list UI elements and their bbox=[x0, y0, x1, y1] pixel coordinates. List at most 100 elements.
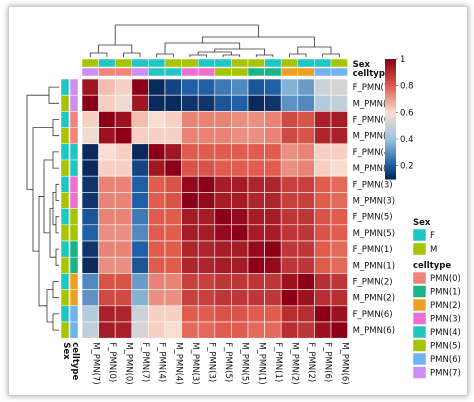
color-scale-segment bbox=[385, 171, 396, 174]
col-sex-annotation bbox=[148, 58, 166, 68]
heatmap-cell bbox=[114, 273, 133, 290]
heatmap-cell bbox=[264, 208, 282, 226]
color-scale-segment bbox=[385, 83, 396, 86]
heatmap-cell bbox=[330, 159, 348, 177]
heatmap-cell bbox=[181, 111, 199, 128]
col-sex-annotation bbox=[231, 58, 249, 68]
col-celltype-annotation bbox=[264, 67, 282, 77]
heatmap-cell bbox=[280, 224, 299, 242]
heatmap-cell bbox=[297, 240, 315, 258]
heatmap-cell bbox=[264, 224, 282, 242]
heatmap-cell bbox=[314, 143, 332, 161]
heatmap-cell bbox=[297, 94, 315, 112]
heatmap-cell bbox=[131, 321, 149, 339]
axis-labels: F_PMN(7) M_PMN(7) F_PMN(0) M_PMN(0) F_PMN(4)… bbox=[61, 60, 395, 385]
heatmap-cell bbox=[231, 159, 249, 177]
heatmap-cell bbox=[297, 208, 315, 226]
dendrogram-link bbox=[52, 151, 59, 169]
color-scale-segment bbox=[385, 151, 396, 154]
row-sex-annotation bbox=[60, 192, 70, 209]
row-label: M_PMN(5) bbox=[353, 229, 395, 239]
heatmap-cell bbox=[280, 289, 299, 307]
heatmap-cell bbox=[214, 224, 232, 242]
heatmap-cell bbox=[314, 127, 332, 145]
heatmap-cell bbox=[231, 305, 249, 323]
heatmap-cell bbox=[330, 305, 348, 323]
row-sex-annotation bbox=[60, 256, 70, 274]
row-label: F_PMN(6) bbox=[353, 310, 393, 320]
row-label: M_PMN(2) bbox=[353, 294, 395, 304]
celltype-legend-swatch bbox=[412, 312, 427, 325]
heatmap-cell bbox=[181, 224, 199, 242]
heatmap-cell bbox=[214, 273, 232, 290]
color-scale-tick-label: 0.4 bbox=[400, 135, 414, 145]
heatmap-cell bbox=[214, 256, 232, 274]
color-scale-segment bbox=[385, 81, 396, 84]
col-sex-annotation bbox=[214, 58, 232, 68]
row-label: F_PMN(5) bbox=[353, 213, 393, 223]
heatmap-cell bbox=[114, 175, 133, 193]
celltype-legend-label: PMN(6) bbox=[430, 355, 461, 365]
heatmap-cell bbox=[81, 256, 99, 274]
dendrogram-link bbox=[52, 192, 56, 226]
heatmap-cell bbox=[231, 143, 249, 161]
color-scale-segment bbox=[385, 69, 396, 72]
heatmap-cell bbox=[197, 143, 216, 161]
col-sex-annotation bbox=[197, 58, 216, 68]
heatmap-cell bbox=[214, 94, 232, 112]
heatmap-cell bbox=[148, 224, 166, 242]
heatmap-cell bbox=[98, 305, 116, 323]
heatmap-cell bbox=[197, 127, 216, 145]
heatmap-cell bbox=[314, 273, 332, 290]
celltype-annotation-label: celltype bbox=[353, 69, 391, 79]
heatmap-cell bbox=[314, 305, 332, 323]
color-scale-segment bbox=[385, 127, 396, 130]
dendrogram-link bbox=[55, 248, 59, 266]
heatmap-cell bbox=[330, 143, 348, 161]
color-scale-segment bbox=[385, 173, 396, 176]
heatmap-cell bbox=[197, 94, 216, 112]
heatmap-cell bbox=[131, 224, 149, 242]
color-scale-segment bbox=[385, 73, 396, 76]
color-scale-segment bbox=[385, 85, 396, 88]
heatmap-cell bbox=[98, 127, 116, 145]
color-scale-segment bbox=[385, 63, 396, 66]
heatmap-cell bbox=[148, 143, 166, 161]
heatmap-cell bbox=[81, 127, 99, 145]
heatmap-cell bbox=[197, 305, 216, 323]
heatmap-cell bbox=[214, 305, 232, 323]
heatmap-cell bbox=[231, 273, 249, 290]
color-scale-segment bbox=[385, 71, 396, 74]
heatmap-cell bbox=[264, 94, 282, 112]
heatmap-cell bbox=[247, 321, 265, 339]
heatmap-cell bbox=[330, 240, 348, 258]
heatmap-cell bbox=[164, 127, 182, 145]
heatmap-cell bbox=[314, 289, 332, 307]
color-scale-segment bbox=[385, 59, 396, 62]
row-celltype-annotation bbox=[69, 321, 79, 339]
color-scale-tick-label: 1 bbox=[400, 55, 405, 65]
heatmap-cell bbox=[231, 321, 249, 339]
heatmap-cell bbox=[98, 289, 116, 307]
heatmap-cell bbox=[81, 289, 99, 307]
color-scale-segment bbox=[385, 99, 396, 102]
heatmap-cell bbox=[247, 305, 265, 323]
heatmap-cell bbox=[81, 321, 99, 339]
sex-legend-title: Sex bbox=[413, 218, 431, 228]
heatmap-cell bbox=[330, 175, 348, 193]
celltype-legend-label: PMN(2) bbox=[430, 301, 461, 311]
heatmap-cell bbox=[247, 224, 265, 242]
column-label: F_PMN(3) bbox=[207, 342, 217, 382]
row-label: F_PMN(2) bbox=[353, 278, 393, 288]
heatmap-cell bbox=[214, 111, 232, 128]
row-dendrogram bbox=[26, 86, 59, 331]
heatmap-cell bbox=[98, 111, 116, 128]
heatmap-cell bbox=[197, 159, 216, 177]
heatmap-cell bbox=[181, 321, 199, 339]
heatmap-cell bbox=[98, 321, 116, 339]
heatmap-cell bbox=[131, 143, 149, 161]
color-scale-segment bbox=[385, 121, 396, 124]
heatmap-cell bbox=[164, 224, 182, 242]
heatmap-cell bbox=[148, 240, 166, 258]
